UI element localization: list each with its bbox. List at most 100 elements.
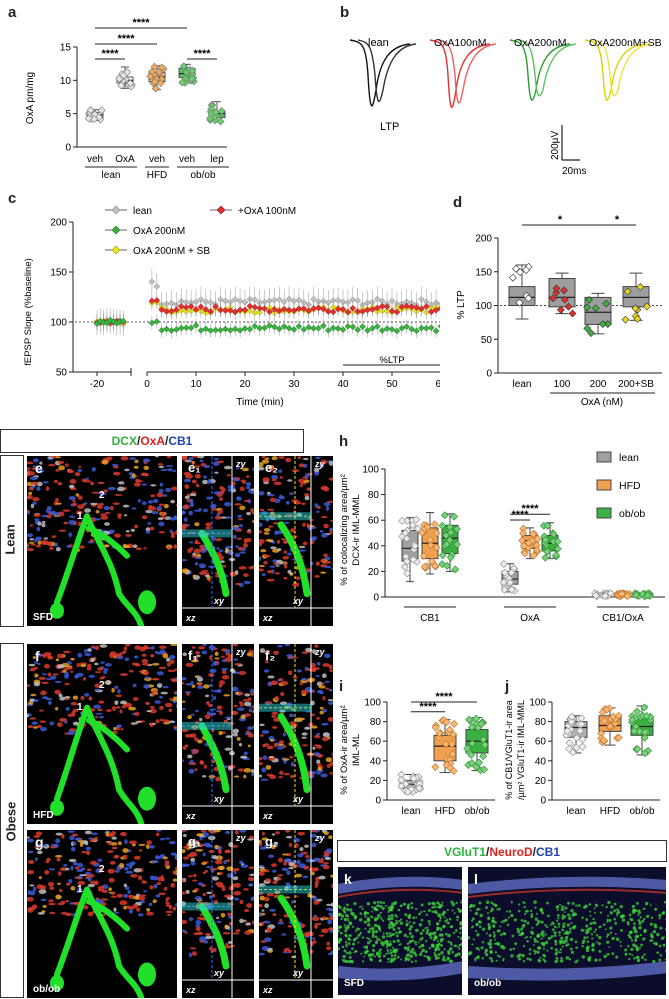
- speckle: [156, 830, 162, 832]
- speckle: [315, 456, 321, 460]
- speckle: [277, 746, 284, 750]
- speckle: [298, 478, 305, 483]
- speckle: [140, 900, 145, 904]
- c-point-1: [427, 308, 435, 316]
- speckle: [239, 860, 244, 865]
- speckle: [319, 765, 324, 768]
- speckle: [182, 929, 187, 933]
- c-point-1: [212, 303, 219, 311]
- speckle: [63, 650, 71, 654]
- speckle: [50, 510, 57, 515]
- vglut1-speckle: [358, 918, 363, 922]
- j-box-2-point: [640, 703, 649, 712]
- speckle: [328, 477, 333, 481]
- speckle: [55, 658, 60, 662]
- speckle: [27, 467, 31, 470]
- speckle: [46, 514, 52, 519]
- speckle: [300, 689, 308, 695]
- b-trace-label: OxA200nM+SB: [589, 37, 662, 49]
- vglut1-speckle: [594, 903, 599, 907]
- h-0-0-point: [398, 516, 406, 525]
- speckle: [182, 511, 186, 514]
- speckle: [214, 651, 219, 656]
- speckle: [299, 484, 303, 488]
- speckle: [295, 717, 303, 723]
- speckle: [297, 831, 306, 836]
- h-0-0-point: [411, 541, 419, 550]
- speckle: [63, 863, 68, 867]
- h-1-0-point: [426, 541, 435, 549]
- speckle: [172, 697, 177, 702]
- speckle: [269, 738, 274, 742]
- speckle: [153, 692, 159, 695]
- vglut1-speckle: [484, 948, 489, 953]
- micrograph-g: g ob/ob 1 2: [26, 829, 178, 999]
- micrograph-e-image: [27, 456, 177, 626]
- speckle: [201, 775, 207, 778]
- speckle: [42, 904, 47, 908]
- c-point-2: [177, 324, 185, 332]
- speckle: [77, 880, 86, 886]
- c-point-1: [173, 306, 180, 314]
- speckle: [265, 764, 272, 770]
- speckle: [316, 716, 320, 720]
- vglut1-speckle: [390, 954, 394, 958]
- vglut1-speckle: [344, 929, 348, 933]
- speckle: [165, 899, 169, 902]
- speckle: [38, 876, 42, 880]
- a-box-3-point: [188, 66, 197, 75]
- speckle: [135, 720, 142, 723]
- speckle: [244, 930, 252, 935]
- vglut1-speckle: [611, 937, 615, 940]
- vglut1-speckle: [506, 923, 510, 927]
- speckle: [120, 831, 127, 837]
- vglut1-speckle: [460, 900, 462, 904]
- speckle: [30, 503, 35, 509]
- vglut1-speckle: [423, 910, 426, 913]
- vglut1-speckle: [448, 917, 452, 921]
- vglut1-speckle: [634, 939, 638, 942]
- ortho-highlight: [259, 703, 311, 712]
- speckle: [250, 488, 254, 491]
- speckle: [187, 754, 193, 759]
- speckle: [172, 906, 177, 911]
- speckle: [94, 715, 98, 719]
- speckle: [169, 659, 175, 665]
- vglut1-speckle: [654, 907, 658, 911]
- speckle: [87, 911, 94, 917]
- speckle: [120, 700, 127, 705]
- vglut1-speckle: [619, 944, 622, 948]
- neuron-soma: [50, 975, 64, 991]
- vglut1-speckle: [390, 913, 394, 918]
- vglut1-speckle: [574, 940, 578, 944]
- vglut1-speckle: [543, 954, 547, 958]
- vglut1-speckle: [448, 959, 452, 963]
- speckle: [320, 516, 328, 519]
- speckle: [125, 533, 132, 537]
- speckle: [259, 846, 267, 850]
- vglut1-speckle: [479, 913, 483, 918]
- h-1-2-point: [623, 592, 632, 600]
- speckle: [27, 838, 34, 843]
- speckle: [225, 545, 233, 549]
- speckle: [329, 527, 333, 531]
- vglut1-speckle: [558, 903, 561, 906]
- speckle: [133, 482, 141, 487]
- ortho-highlight: [182, 721, 232, 730]
- b-trace-label: lean: [368, 37, 389, 49]
- h-0-1-point: [499, 578, 508, 587]
- speckle: [187, 875, 194, 878]
- speckle: [229, 668, 236, 673]
- speckle: [35, 536, 42, 541]
- c-point-1: [163, 308, 170, 315]
- speckle: [122, 650, 127, 654]
- h-sig-label: ****: [511, 509, 529, 521]
- speckle: [195, 651, 200, 655]
- speckle: [94, 671, 102, 674]
- vglut1-speckle: [522, 944, 526, 948]
- c-point-2: [329, 324, 337, 332]
- c-point-2: [266, 322, 273, 330]
- speckle: [32, 497, 40, 502]
- vglut1-speckle: [561, 916, 565, 920]
- vglut1-speckle: [390, 917, 394, 921]
